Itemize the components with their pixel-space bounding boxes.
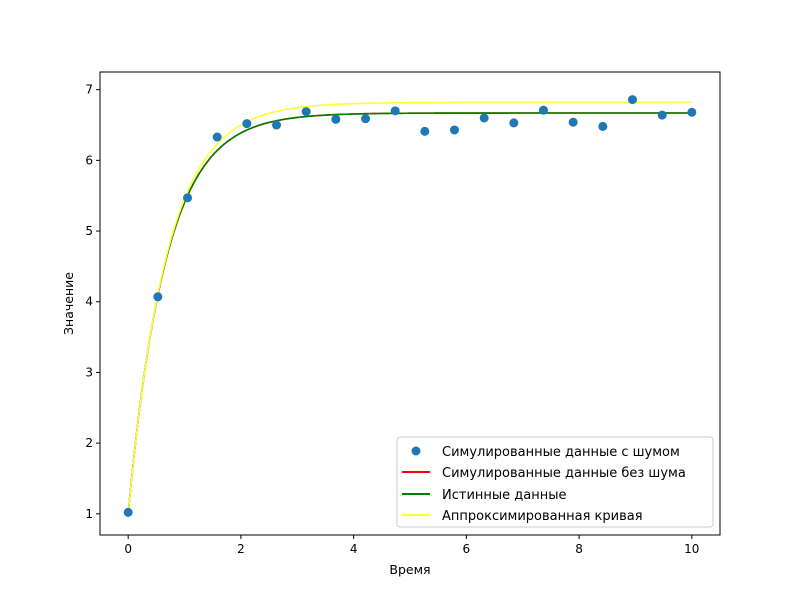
data-point	[568, 117, 578, 127]
data-point	[153, 292, 163, 302]
legend-frame	[396, 436, 714, 528]
y-tick-label: 2	[85, 436, 93, 450]
data-point	[509, 118, 519, 128]
y-axis-label: Значение	[61, 272, 76, 335]
data-point	[420, 126, 430, 136]
data-point	[242, 119, 252, 129]
legend-label-fit: Аппроксимированная кривая	[442, 509, 643, 524]
data-point	[687, 107, 697, 117]
series-line-2	[127, 112, 692, 514]
y-tick-label: 3	[85, 365, 93, 379]
legend-label-true: Истинные данные	[442, 488, 567, 503]
data-point	[301, 107, 311, 117]
legend-marker-noisy	[411, 446, 421, 456]
data-point	[627, 95, 637, 105]
axes-frame	[99, 71, 721, 536]
x-tick-label: 0	[124, 542, 132, 556]
y-tick-label: 4	[85, 295, 93, 309]
data-point	[183, 193, 193, 203]
data-point	[361, 114, 371, 124]
data-point	[390, 106, 400, 116]
y-tick-label: 1	[85, 507, 93, 521]
data-point	[538, 105, 548, 115]
data-point	[123, 507, 133, 517]
data-point	[331, 114, 341, 124]
x-tick-label: 6	[463, 542, 471, 556]
x-tick-label: 10	[684, 542, 699, 556]
legend-label-noise-free: Симулированные данные без шума	[442, 466, 686, 481]
series-line-3	[127, 101, 692, 514]
y-tick-label: 7	[85, 83, 93, 97]
x-tick-label: 4	[350, 542, 358, 556]
legend-label-noisy: Симулированные данные с шумом	[442, 445, 680, 460]
x-tick-label: 8	[575, 542, 583, 556]
y-tick-label: 6	[85, 153, 93, 167]
x-tick-label: 2	[237, 542, 245, 556]
data-point	[449, 125, 459, 135]
data-point	[598, 121, 608, 131]
data-point	[212, 132, 222, 142]
y-tick-label: 5	[85, 224, 93, 238]
data-point	[657, 110, 667, 120]
data-point	[479, 113, 489, 123]
data-point	[272, 120, 282, 130]
plot-area	[123, 95, 697, 517]
x-axis-label: Время	[389, 562, 430, 577]
legend: Симулированные данные с шумом Симулирова…	[396, 436, 714, 528]
